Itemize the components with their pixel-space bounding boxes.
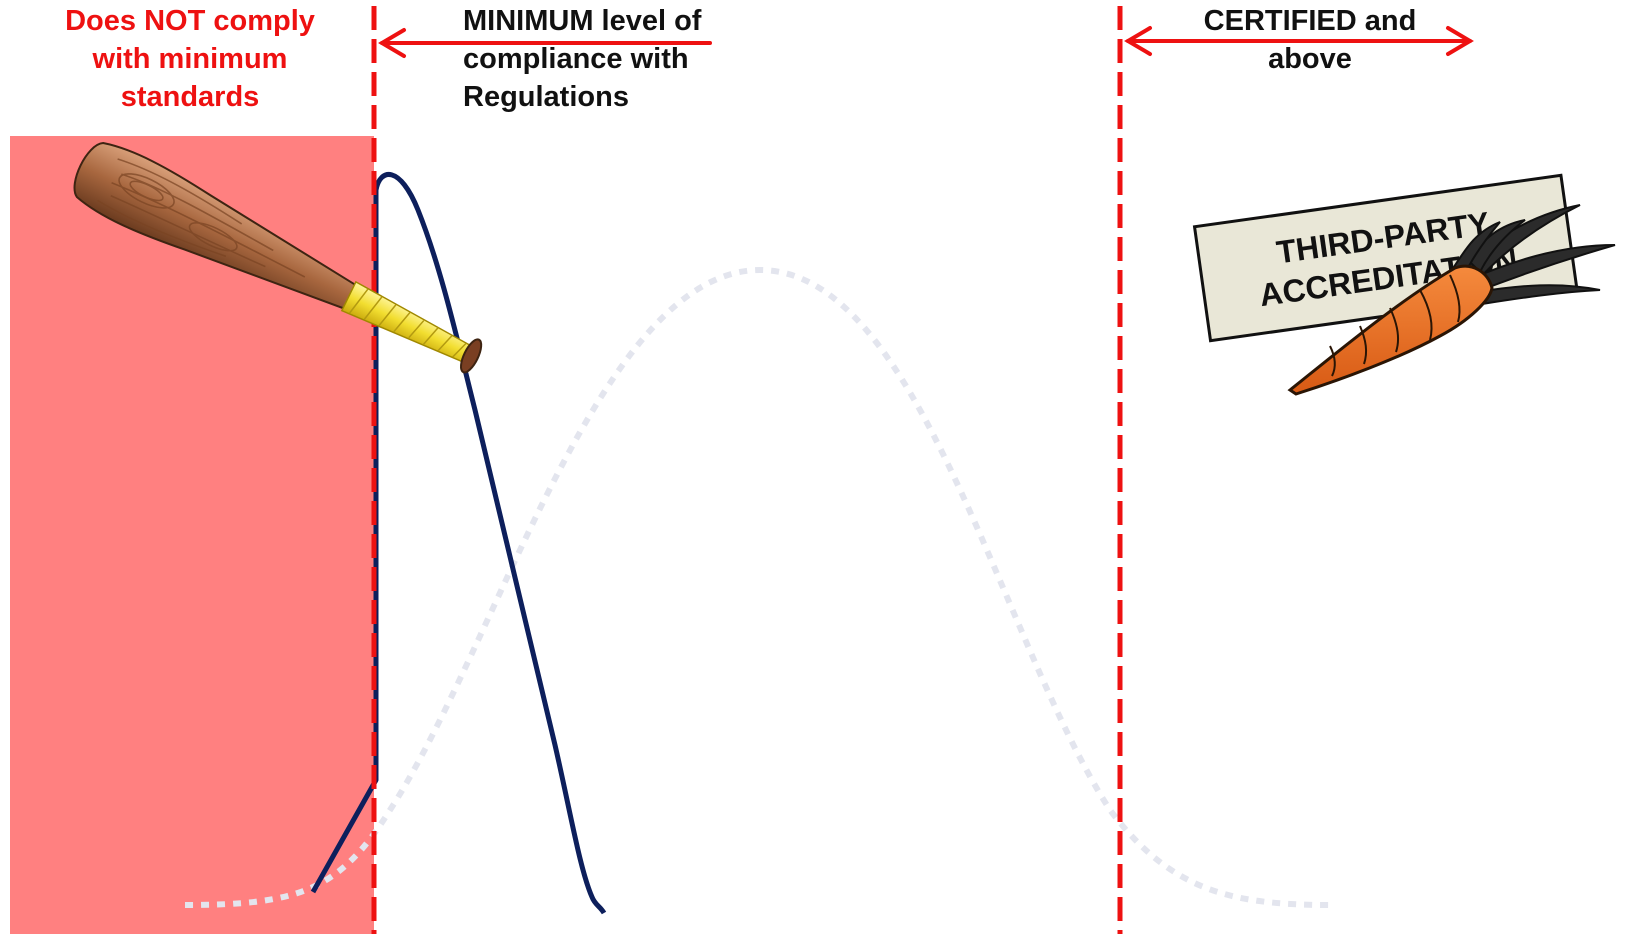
certified-label-line-1: CERTIFIED and xyxy=(1203,5,1417,37)
noncompliant-zone xyxy=(10,136,374,934)
certified-label-line-2: above xyxy=(1268,43,1352,75)
current-distribution-curve xyxy=(310,172,607,915)
noncompliant-label-line-1: Does NOT comply xyxy=(65,5,315,37)
noncompliant-label-line-3: standards xyxy=(120,81,260,113)
carrot-icon xyxy=(1287,204,1616,396)
noncompliant-label-line-2: with minimum xyxy=(92,43,288,75)
minimum-label-line-2: compliance with xyxy=(463,43,689,75)
baseball-bat-icon xyxy=(73,142,483,374)
certified-arrow xyxy=(1124,26,1474,56)
target-distribution-curve xyxy=(184,266,1331,908)
minimum-arrow xyxy=(378,28,712,58)
minimum-zone-label: MINIMUM level of compliance with Regulat… xyxy=(463,2,803,116)
certified-zone-label: CERTIFIED and above xyxy=(1160,2,1460,78)
noncompliant-zone-label: Does NOT comply with minimum standards xyxy=(40,2,340,116)
minimum-label-line-3: Regulations xyxy=(463,81,629,113)
minimum-label-line-1: MINIMUM level of xyxy=(463,5,702,37)
